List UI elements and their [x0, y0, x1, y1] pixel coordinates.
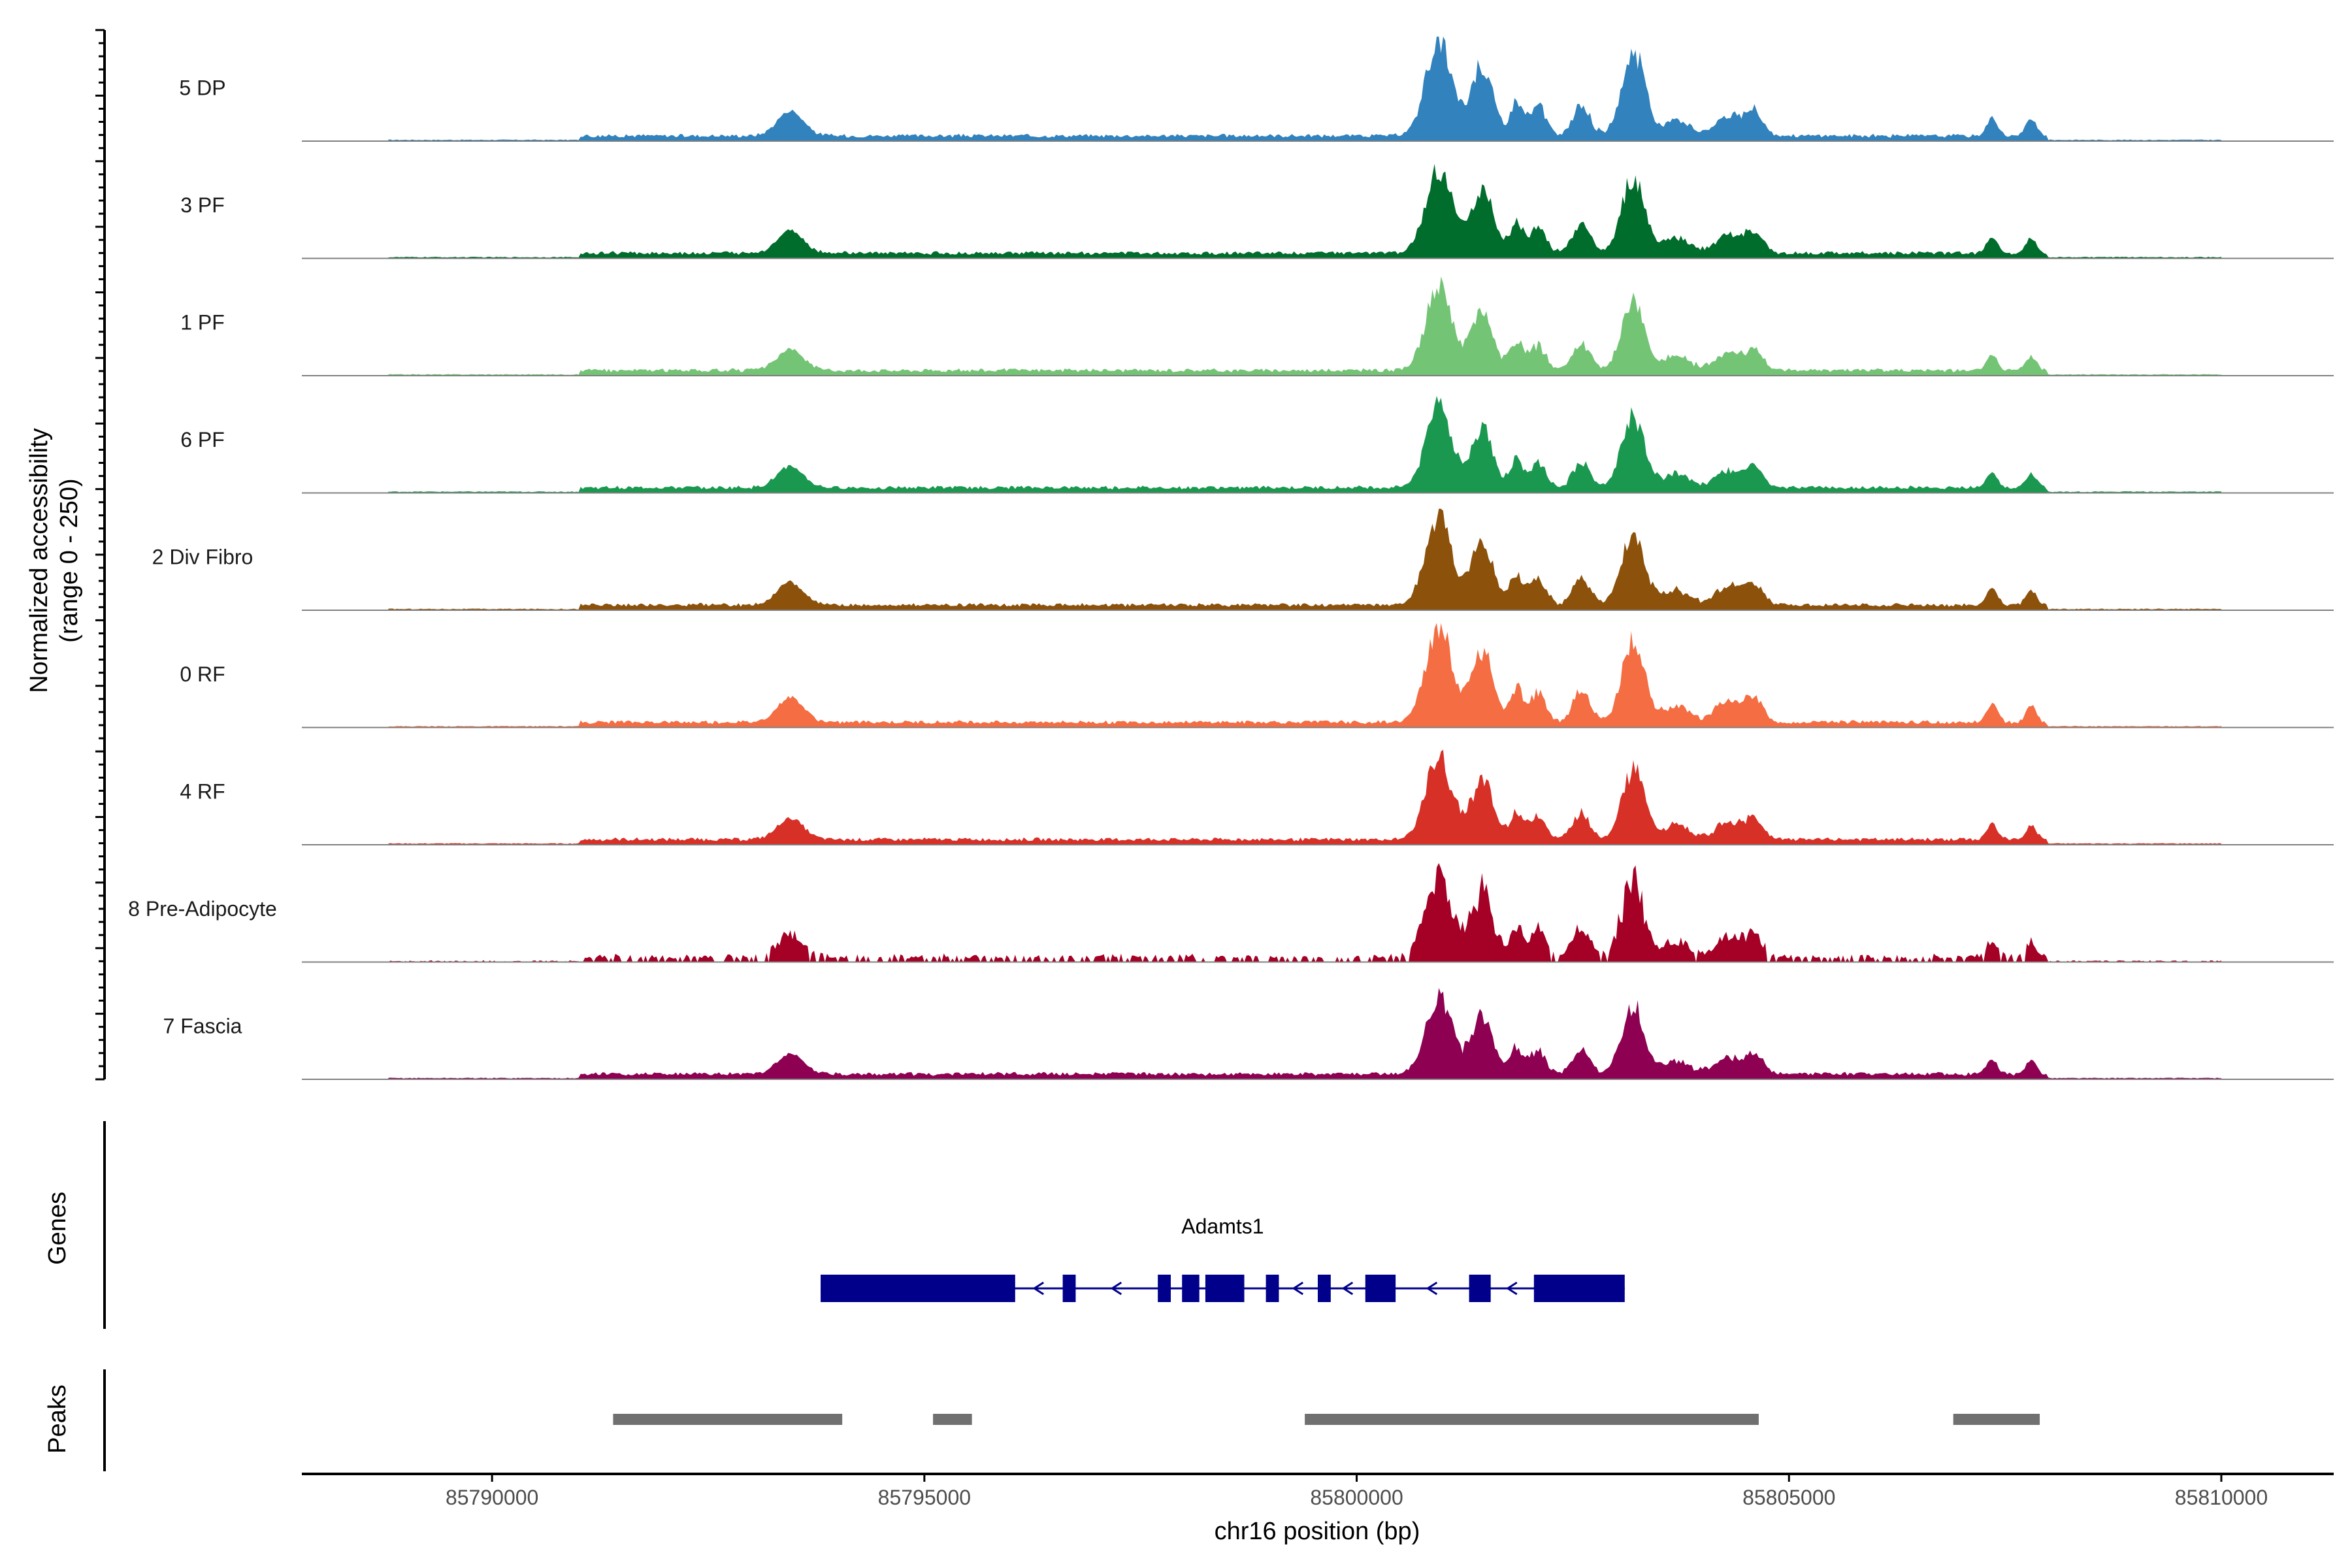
coverage-area-3 — [388, 276, 2221, 376]
coverage-area-5 — [388, 508, 2221, 610]
peak-region — [933, 1414, 972, 1425]
track-label: 1 PF — [180, 310, 225, 334]
track-label: 7 Fascia — [163, 1014, 242, 1037]
peak-track — [613, 1414, 2040, 1425]
coverage-area-8 — [388, 863, 2221, 962]
strand-arrow — [1341, 1281, 1354, 1296]
peak-region — [1305, 1414, 1759, 1425]
coverage-area-7 — [388, 749, 2221, 845]
track-label: 5 DP — [179, 76, 225, 99]
gene-exon — [1182, 1275, 1200, 1302]
strand-arrow — [1110, 1281, 1122, 1296]
x-axis: 85790000 85795000 85800000 85805000 85810000 — [302, 1473, 2334, 1509]
gene-exon — [1266, 1275, 1279, 1302]
gene-exon — [1158, 1275, 1171, 1302]
x-tick-label: 85810000 — [2175, 1486, 2268, 1509]
coverage-area-6 — [388, 623, 2221, 728]
track-label: 0 RF — [180, 662, 225, 686]
x-tick-label: 85795000 — [878, 1486, 971, 1509]
coverage-area-4 — [388, 395, 2221, 493]
gene-exon — [1469, 1275, 1491, 1302]
gene-track: Adamts1 — [821, 1215, 1625, 1302]
track-label: 8 Pre-Adipocyte — [128, 897, 277, 921]
left-axis-brackets — [95, 29, 106, 1471]
gene-exon — [1062, 1275, 1076, 1302]
coverage-area-1 — [388, 37, 2221, 141]
track-label: 2 Div Fibro — [152, 545, 253, 568]
peak-region — [1953, 1414, 2040, 1425]
coverage-area-9 — [388, 988, 2221, 1079]
track-label: 6 PF — [180, 428, 225, 451]
gene-exon — [1205, 1275, 1245, 1302]
x-tick-label: 85790000 — [446, 1486, 538, 1509]
y-axis-title-line1: Normalized accessibility — [25, 428, 53, 693]
gene-exon — [1318, 1275, 1331, 1302]
track-label: 3 PF — [180, 193, 225, 217]
gene-name: Adamts1 — [1181, 1215, 1264, 1238]
gene-exon — [821, 1275, 1015, 1302]
y-axis-title-line2: (range 0 - 250) — [56, 478, 83, 642]
strand-arrow — [1292, 1281, 1304, 1296]
coverage-tracks: 5 DP 3 PF 1 PF 6 PF 2 Div Fibro 0 RF 4 RF 8 Pre… — [128, 37, 2334, 1080]
strand-arrow — [1032, 1281, 1045, 1296]
strand-arrow — [1426, 1281, 1438, 1296]
track-label: 4 RF — [180, 779, 225, 803]
genes-track-title: Genes — [44, 1192, 71, 1265]
gene-exon — [1533, 1275, 1625, 1302]
x-axis-title: chr16 position (bp) — [1215, 1518, 1420, 1545]
gene-exon — [1365, 1275, 1396, 1302]
coverage-area-2 — [388, 163, 2221, 259]
peaks-track-title: Peaks — [44, 1384, 71, 1454]
x-tick-label: 85800000 — [1310, 1486, 1403, 1509]
peak-region — [613, 1414, 843, 1425]
strand-arrow — [1505, 1281, 1518, 1296]
x-tick-label: 85805000 — [1742, 1486, 1835, 1509]
